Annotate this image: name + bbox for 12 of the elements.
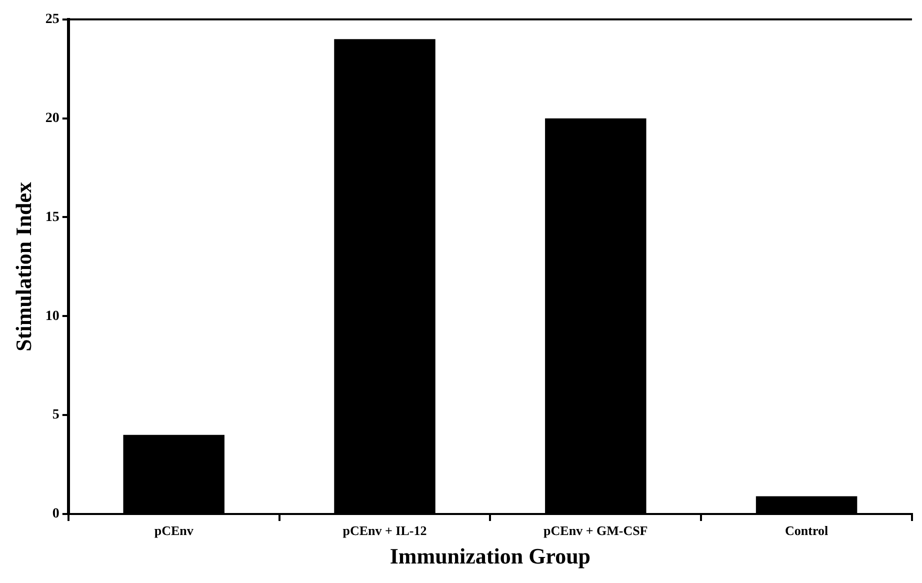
y-tick-label: 25 [45,12,60,28]
x-tick-label: pCEnv [154,523,194,538]
y-tick-label: 5 [52,408,60,423]
x-tick-label: Control [784,523,828,538]
y-tick-label: 15 [45,210,60,225]
y-tick-label: 0 [52,506,60,522]
y-tick-label: 10 [45,308,60,324]
x-axis-title: Immunization Group [390,543,591,568]
y-axis-title: Stimulation Index [10,182,36,352]
x-tick-label: pCEnv + GM-CSF [544,523,648,538]
x-tick-label: pCEnv + IL-12 [342,523,427,538]
y-tick-label: 20 [45,110,60,126]
